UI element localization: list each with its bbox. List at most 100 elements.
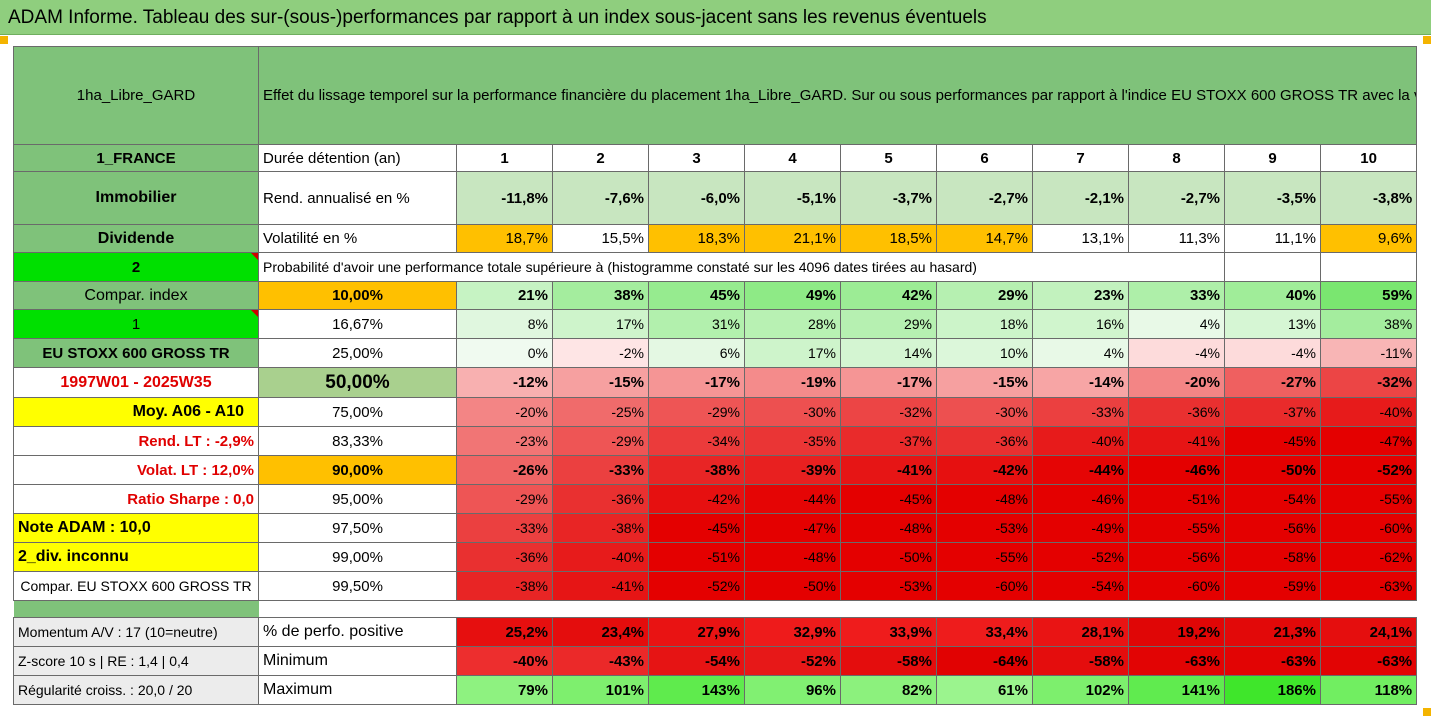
percentile-value: -62% — [1319, 542, 1418, 572]
percentile-value: -36% — [936, 426, 1033, 456]
percentile-value: -44% — [744, 484, 841, 514]
index-name-label: EU STOXX 600 GROSS TR — [13, 338, 259, 368]
percentile-value: -36% — [1128, 397, 1225, 427]
num-2-cell: 2 — [13, 252, 259, 282]
report-title: ADAM Informe. Tableau des sur-(sous-)per… — [0, 0, 1431, 35]
percentile-value: -15% — [552, 367, 649, 398]
performance-table: 1ha_Libre_GARD Effet du lissage temporel… — [13, 46, 1418, 705]
percentile-value: -20% — [1128, 367, 1225, 398]
percentile-value: -50% — [840, 542, 937, 572]
percentile-value: -60% — [1319, 513, 1418, 543]
minimum-label: Minimum — [258, 646, 457, 676]
percentile-value: -11% — [1319, 338, 1418, 368]
percentile-value: 40% — [1224, 281, 1321, 310]
percentile-value: -46% — [1128, 455, 1225, 485]
percentile-value: -54% — [1224, 484, 1321, 514]
perf-pos-value: 19,2% — [1128, 617, 1225, 647]
percentile-value: -37% — [1224, 397, 1321, 427]
percentile-value: 16% — [1032, 309, 1129, 339]
percentile-value: -51% — [1128, 484, 1225, 514]
maximum-value: 79% — [456, 675, 553, 705]
percentile-value: -40% — [1032, 426, 1129, 456]
percentile-value: -50% — [744, 571, 841, 601]
percentile-label: 10,00% — [258, 281, 457, 310]
percentile-label: 99,50% — [258, 571, 457, 601]
summary-row: Momentum A/V : 17 (10=neutre)% de perfo.… — [13, 617, 1418, 647]
percentile-value: -32% — [840, 397, 937, 427]
volat-value: 13,1% — [1032, 224, 1129, 253]
percentile-value: 33% — [1128, 281, 1225, 310]
percentile-value: -59% — [1224, 571, 1321, 601]
percentile-value: 29% — [936, 281, 1033, 310]
percentile-value: -56% — [1224, 513, 1321, 543]
volat-value: 18,5% — [840, 224, 937, 253]
year-header: 6 — [936, 144, 1033, 172]
year-header: 8 — [1128, 144, 1225, 172]
percentile-value: 42% — [840, 281, 937, 310]
percentile-value: -38% — [648, 455, 745, 485]
percentile-label: 83,33% — [258, 426, 457, 456]
percentile-value: 17% — [552, 309, 649, 339]
minimum-value: -63% — [1319, 646, 1418, 676]
percentile-value: -45% — [840, 484, 937, 514]
percentile-value: -37% — [840, 426, 937, 456]
fund-description: Effet du lissage temporel sur la perform… — [257, 46, 1418, 145]
percentile-value: -47% — [1319, 426, 1418, 456]
perf-pos-label: % de perfo. positive — [258, 617, 457, 647]
perf-pos-value: 28,1% — [1032, 617, 1129, 647]
percentile-value: -33% — [1032, 397, 1129, 427]
dividend-label: Dividende — [13, 224, 259, 253]
percentile-row: Moy. A06 - A10 75,00% -20% -25% -29% -30% -32%… — [13, 397, 1418, 427]
percentile-value: 23% — [1032, 281, 1129, 310]
perf-pos-value: 23,4% — [552, 617, 649, 647]
percentile-value: -36% — [456, 542, 553, 572]
rend-value: -3,8% — [1319, 171, 1418, 225]
percentile-value: -33% — [456, 513, 553, 543]
rend-value: -3,7% — [840, 171, 937, 225]
corner-marker-bottom-right — [1423, 708, 1431, 716]
percentile-value: -32% — [1319, 367, 1418, 398]
percentile-value: -53% — [840, 571, 937, 601]
percentile-row: Volat. LT : 12,0% 90,00% -26% -33% -38% -39% -… — [13, 455, 1418, 485]
volat-value: 14,7% — [936, 224, 1033, 253]
percentile-value: -48% — [840, 513, 937, 543]
summary-row: Régularité croiss. : 20,0 / 20 Maximum 79%… — [13, 675, 1418, 705]
duree-label: Durée détention (an) — [258, 144, 457, 172]
percentile-value: 0% — [456, 338, 553, 368]
minimum-value: -43% — [552, 646, 649, 676]
year-header: 3 — [648, 144, 745, 172]
rend-lt-label: Rend. LT : -2,9% — [13, 426, 259, 456]
percentile-value: -50% — [1224, 455, 1321, 485]
note-adam-label: Note ADAM : 10,0 — [13, 513, 259, 543]
momentum-label: Momentum A/V : 17 (10=neutre) — [13, 617, 259, 647]
separator-cell — [258, 600, 1417, 618]
percentile-value: 31% — [648, 309, 745, 339]
moy-label: Moy. A06 - A10 — [13, 397, 259, 427]
year-header: 2 — [552, 144, 649, 172]
percentile-value: -4% — [1224, 338, 1321, 368]
zscore-label: Z-score 10 s | RE : 1,4 | 0,4 — [13, 646, 259, 676]
percentile-value: -29% — [456, 484, 553, 514]
percentile-value: -35% — [744, 426, 841, 456]
percentile-value: 17% — [744, 338, 841, 368]
minimum-value: -40% — [456, 646, 553, 676]
year-header: 9 — [1224, 144, 1321, 172]
percentile-value: -52% — [1032, 542, 1129, 572]
percentile-value: 18% — [936, 309, 1033, 339]
volat-value: 18,7% — [456, 224, 553, 253]
percentile-value: -52% — [648, 571, 745, 601]
volat-value: 21,1% — [744, 224, 841, 253]
percentile-value: -29% — [552, 426, 649, 456]
maximum-label: Maximum — [258, 675, 457, 705]
period-label: 1997W01 - 2025W35 — [13, 367, 259, 398]
percentile-value: -36% — [552, 484, 649, 514]
percentile-value: -55% — [936, 542, 1033, 572]
percentile-label: 95,00% — [258, 484, 457, 514]
minimum-value: -52% — [744, 646, 841, 676]
maximum-value: 143% — [648, 675, 745, 705]
percentile-value: 6% — [648, 338, 745, 368]
percentile-value: 4% — [1032, 338, 1129, 368]
percentile-value: 8% — [456, 309, 553, 339]
percentile-value: 4% — [1128, 309, 1225, 339]
volat-value: 11,1% — [1224, 224, 1321, 253]
